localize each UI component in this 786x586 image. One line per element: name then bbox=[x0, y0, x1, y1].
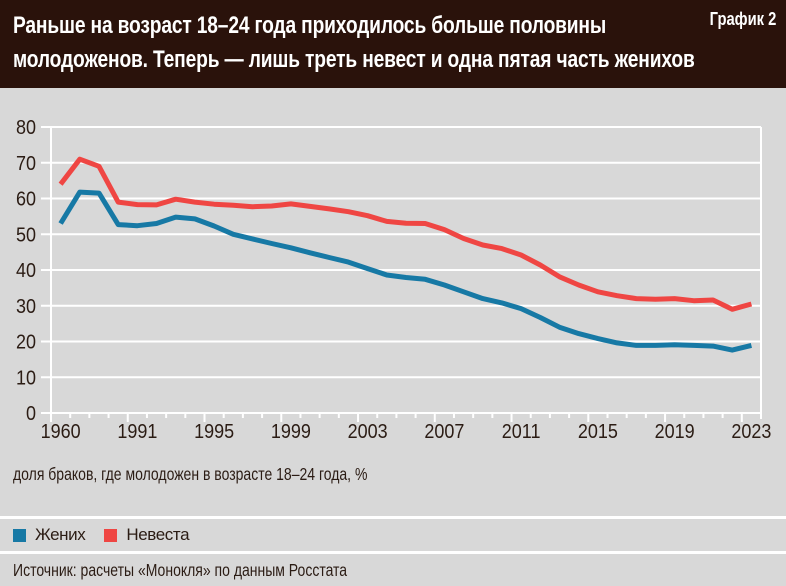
svg-text:1960: 1960 bbox=[41, 421, 81, 443]
chart-header: Раньше на возраст 18–24 года приходилось… bbox=[0, 0, 786, 88]
chart-title-line2: молодоженов. Теперь — лишь треть невест … bbox=[13, 46, 695, 73]
groom-line bbox=[58, 189, 752, 353]
legend: Жених Невеста bbox=[13, 519, 190, 551]
svg-text:60: 60 bbox=[16, 189, 36, 211]
svg-text:2003: 2003 bbox=[348, 421, 388, 443]
legend-item-groom: Жених bbox=[13, 525, 86, 545]
chart-area: 0 10 20 30 40 50 60 70 80 1960 1991 1995 1999 2003 200… bbox=[0, 88, 786, 456]
figure-number-label: График 2 bbox=[709, 9, 776, 29]
divider-line bbox=[0, 551, 786, 554]
legend-item-bride: Невеста bbox=[104, 525, 190, 545]
svg-text:1991: 1991 bbox=[117, 421, 157, 443]
chart-title-line1: Раньше на возраст 18–24 года приходилось… bbox=[13, 12, 607, 39]
svg-text:10: 10 bbox=[16, 367, 36, 389]
svg-text:2007: 2007 bbox=[424, 421, 464, 443]
svg-text:1995: 1995 bbox=[194, 421, 234, 443]
axis-caption: доля браков, где молодожен в возрасте 18… bbox=[13, 464, 368, 484]
svg-text:2015: 2015 bbox=[578, 421, 618, 443]
x-axis-labels: 1960 1991 1995 1999 2003 2007 2011 2015 2019 2023 bbox=[41, 421, 772, 443]
groom-color-swatch bbox=[13, 528, 26, 542]
divider-line bbox=[0, 516, 786, 519]
bride-line bbox=[58, 156, 753, 312]
svg-text:1999: 1999 bbox=[271, 421, 311, 443]
svg-text:2011: 2011 bbox=[502, 421, 541, 443]
gridlines bbox=[41, 126, 762, 422]
y-axis-labels: 0 10 20 30 40 50 60 70 80 bbox=[16, 117, 36, 425]
svg-text:20: 20 bbox=[16, 332, 36, 354]
svg-text:50: 50 bbox=[16, 224, 36, 246]
svg-text:2019: 2019 bbox=[655, 421, 695, 443]
source-line: Источник: расчеты «Монокля» по данным Ро… bbox=[13, 559, 348, 580]
groom-legend-label: Жених bbox=[35, 525, 86, 544]
svg-text:30: 30 bbox=[16, 296, 36, 318]
svg-text:40: 40 bbox=[16, 260, 36, 282]
svg-text:80: 80 bbox=[16, 117, 36, 139]
line-chart: 0 10 20 30 40 50 60 70 80 1960 1991 1995 1999 2003 200… bbox=[16, 117, 772, 443]
svg-text:2023: 2023 bbox=[731, 421, 771, 443]
bride-color-swatch bbox=[104, 528, 118, 542]
svg-text:70: 70 bbox=[16, 153, 36, 175]
bride-legend-label: Невеста bbox=[126, 525, 190, 544]
svg-text:0: 0 bbox=[26, 403, 36, 425]
chart-title: Раньше на возраст 18–24 года приходилось… bbox=[13, 9, 749, 77]
